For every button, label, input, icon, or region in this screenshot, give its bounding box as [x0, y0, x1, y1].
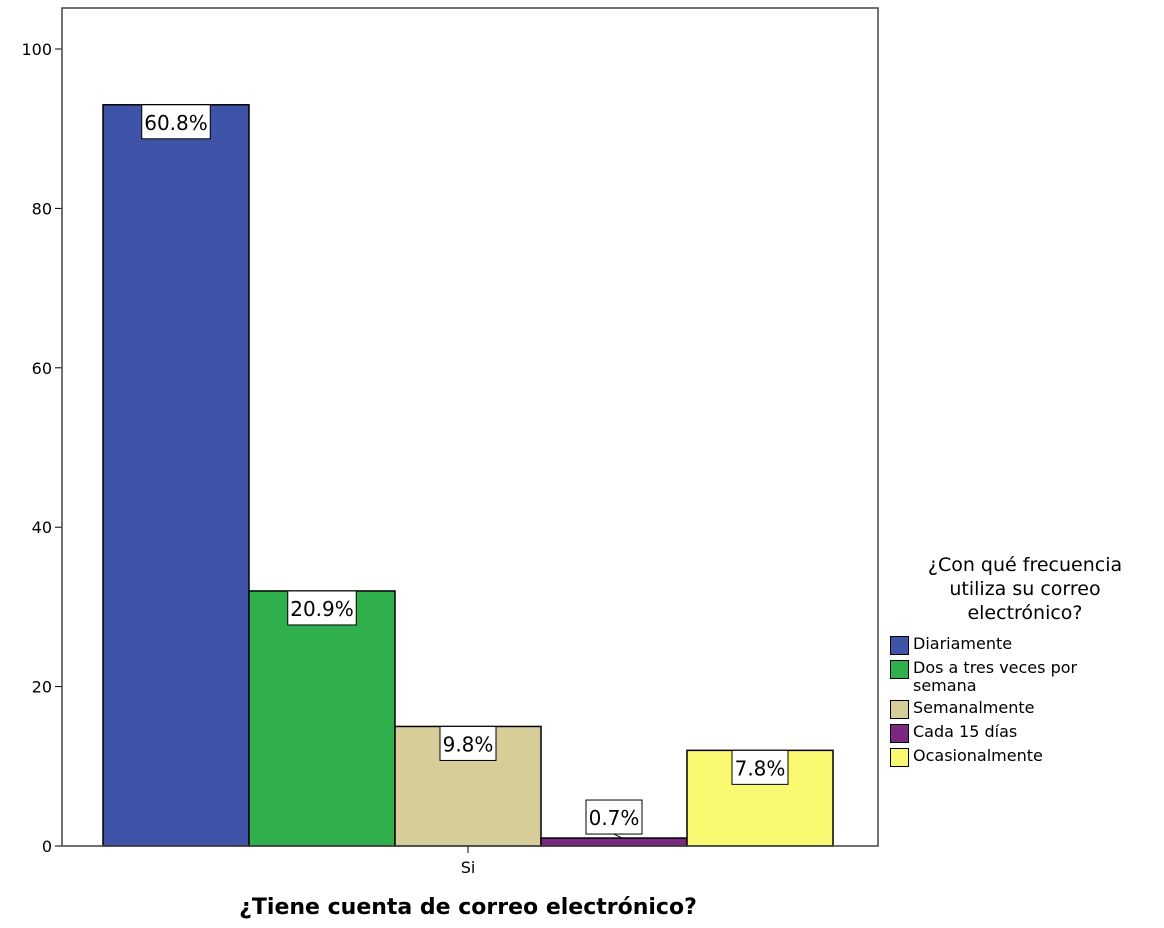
legend-title: ¿Con qué frecuencia utiliza su correo el…	[927, 554, 1123, 624]
data-label-2: 9.8%	[439, 725, 497, 761]
legend-label: Cada 15 días	[913, 722, 1018, 741]
legend-swatch	[890, 636, 909, 655]
y-axis: 0 20 40 60 80 100	[21, 40, 62, 856]
legend-swatch	[890, 700, 909, 719]
legend-item: Cada 15 días	[890, 723, 1160, 743]
data-label-0: 60.8%	[141, 104, 211, 140]
legend-item: Diariamente	[890, 635, 1160, 655]
legend-label: Semanalmente	[913, 698, 1035, 717]
legend-swatch	[890, 748, 909, 767]
plot-frame	[61, 7, 879, 847]
legend: ¿Con qué frecuencia utiliza su correo el…	[890, 553, 1160, 771]
data-label-box	[287, 590, 357, 626]
legend-item: Dos a tres veces por semana	[890, 659, 1160, 695]
data-label-text: 0.7%	[589, 806, 640, 830]
legend-item: Semanalmente	[890, 699, 1160, 719]
legend-items: Diariamente Dos a tres veces por semana Se…	[890, 635, 1160, 767]
legend-label: Dos a tres veces por semana	[913, 658, 1078, 695]
x-category-label: Si	[461, 858, 476, 877]
legend-label: Diariamente	[913, 634, 1013, 653]
data-label-box	[141, 104, 211, 140]
data-label-3: 0.7%	[585, 799, 643, 839]
data-label-box	[731, 749, 789, 785]
bar-1	[248, 590, 396, 847]
data-label-text: 9.8%	[443, 732, 494, 756]
y-tick-label: 0	[42, 837, 52, 856]
legend-label: Ocasionalmente	[913, 746, 1043, 765]
data-label-text: 20.9%	[290, 597, 354, 621]
y-tick-label: 40	[32, 518, 52, 537]
data-label-box	[585, 799, 643, 835]
data-label-text: 60.8%	[144, 111, 208, 135]
legend-swatch	[890, 660, 909, 679]
legend-swatch	[890, 724, 909, 743]
legend-item: Ocasionalmente	[890, 747, 1160, 767]
data-label-text: 7.8%	[735, 756, 786, 780]
x-axis: Si	[461, 846, 476, 877]
bar-3	[540, 837, 688, 847]
data-label-4: 7.8%	[731, 749, 789, 785]
bars: 60.8% 20.9% 9.8% 0.7% 7.8%	[102, 104, 834, 847]
data-label-leader	[613, 833, 623, 839]
y-tick-label: 80	[32, 199, 52, 218]
y-tick-label: 100	[21, 40, 52, 59]
bar-0	[102, 104, 250, 847]
x-axis-title: ¿Tiene cuenta de correo electrónico?	[239, 895, 697, 920]
y-tick-label: 60	[32, 359, 52, 378]
data-label-1: 20.9%	[287, 590, 357, 626]
y-tick-label: 20	[32, 678, 52, 697]
data-label-box	[439, 725, 497, 761]
